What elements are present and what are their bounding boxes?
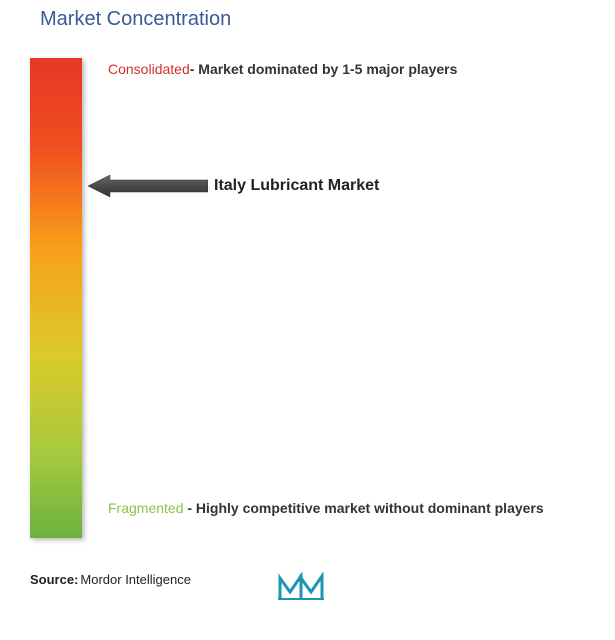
consolidated-keyword: Consolidated	[108, 61, 190, 77]
arrow-left-icon	[88, 175, 208, 197]
consolidated-label: Consolidated- Market dominated by 1-5 ma…	[108, 60, 457, 80]
fragmented-label: Fragmented - Highly competitive market w…	[108, 496, 544, 521]
source-label: Source:	[30, 572, 78, 587]
market-name-label: Italy Lubricant Market	[214, 177, 379, 195]
gradient-svg	[30, 58, 82, 538]
concentration-gradient-bar	[30, 58, 82, 538]
source-row: Source: Mordor Intelligence	[30, 572, 191, 587]
fragmented-description: - Highly competitive market without domi…	[183, 500, 543, 516]
consolidated-description: - Market dominated by 1-5 major players	[190, 61, 458, 77]
market-marker: Italy Lubricant Market	[88, 175, 379, 197]
fragmented-keyword: Fragmented	[108, 500, 183, 516]
page-title: Market Concentration	[40, 8, 231, 31]
mordor-logo-icon	[278, 572, 324, 607]
infographic-container: Market Concentration Consolidated- Marke…	[0, 0, 615, 640]
source-name: Mordor Intelligence	[80, 572, 191, 587]
